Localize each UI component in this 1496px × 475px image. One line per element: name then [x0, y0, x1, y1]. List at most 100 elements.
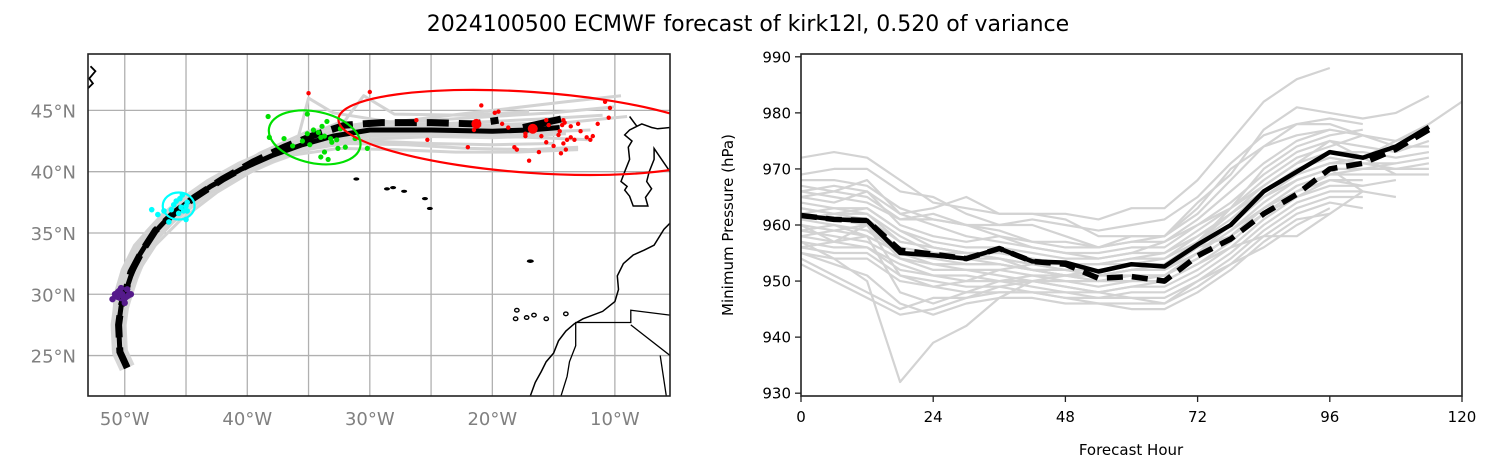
member-position-t48: [319, 123, 325, 129]
country-border: [560, 309, 670, 396]
lon-tick-label: 40°W: [222, 409, 272, 430]
canary-island: [512, 316, 519, 322]
canary-island: [531, 312, 537, 318]
member-position-t48: [321, 149, 328, 155]
pressure-x-ticks: 0 24 48 72 96 120: [796, 396, 1476, 426]
member-position-t72: [572, 137, 577, 143]
lat-tick-label: 45°N: [31, 101, 76, 122]
member-position-t72: [499, 121, 505, 127]
member-position-t48: [334, 137, 340, 143]
ensemble-member-line: [801, 128, 1430, 266]
ensemble-member-line: [801, 139, 1429, 288]
x-tick-label: 120: [1448, 408, 1477, 426]
y-tick-label: 940: [762, 329, 791, 347]
member-position-t24: [155, 211, 161, 218]
member-position-t72: [536, 149, 542, 155]
canary-island: [523, 315, 530, 321]
x-tick-label: 24: [924, 408, 943, 426]
lat-tick-label: 30°N: [31, 285, 76, 306]
member-position-t24: [184, 199, 191, 206]
map-coastlines: [88, 65, 670, 396]
azores-island: [383, 187, 390, 191]
member-position-t72: [526, 158, 532, 163]
deterministic-pressure-line: [801, 124, 1431, 274]
uncertainty-ellipse-0h: [113, 287, 131, 302]
member-position-t72: [551, 143, 556, 149]
member-position-t48: [329, 139, 335, 145]
canary-island: [543, 316, 550, 322]
member-position-t72: [556, 132, 561, 138]
y-tick-label: 950: [762, 273, 791, 291]
member-position-t48: [324, 118, 330, 125]
y-axis-label: Minimum Pressure (hPa): [719, 134, 737, 316]
member-position-t48: [325, 156, 331, 163]
uncertainty-ellipse-24h: [161, 191, 196, 221]
member-position-t24: [170, 201, 177, 208]
map-frame: [87, 53, 671, 397]
member-position-t72: [568, 124, 573, 129]
member-position-t48: [304, 111, 310, 117]
member-position-t48: [364, 145, 370, 151]
ensemble-member-line: [801, 207, 1331, 316]
member-position-t24: [175, 210, 182, 217]
lat-tick-label: 40°N: [31, 163, 76, 184]
ensemble-member-line: [801, 66, 1331, 221]
member-position-t72: [595, 121, 600, 127]
member-position-t72: [562, 120, 567, 125]
member-position-t72: [496, 109, 501, 114]
member-position-t72: [584, 135, 589, 140]
ensemble-member-line: [801, 128, 1330, 238]
y-tick-label: 930: [762, 385, 791, 403]
madeira-island: [526, 259, 534, 263]
member-position-t72: [479, 103, 484, 108]
member-position-t72: [523, 133, 528, 139]
newfoundland-coastline: [88, 65, 97, 89]
member-position-t72: [564, 137, 570, 143]
canary-island: [562, 311, 569, 317]
track-map-panel: 50°W 40°W 30°W 20°W 10°W 25°N 30°N 35°N 40°N 45°…: [31, 53, 671, 430]
azores-island: [421, 197, 428, 201]
iberia-coastline: [620, 116, 670, 207]
member-position-t72: [306, 91, 311, 96]
lon-tick-label: 50°W: [100, 409, 150, 430]
uncertainty-ellipse-48h: [267, 109, 362, 166]
member-position-t48: [299, 138, 306, 144]
canary-island: [513, 307, 520, 313]
member-position-t48: [318, 134, 324, 140]
member-position-t72: [578, 129, 583, 134]
ensemble-track: [113, 132, 566, 344]
member-position-t72: [471, 127, 477, 133]
ensemble-pressure-lines: [801, 66, 1462, 384]
member-position-t72: [506, 125, 511, 130]
figure-title: 2024100500 ECMWF forecast of kirk12l, 0.…: [426, 12, 1070, 37]
member-position-t72: [539, 133, 544, 139]
x-tick-label: 0: [796, 408, 806, 426]
mean-position-72h: [527, 123, 538, 134]
member-positions: [109, 88, 670, 307]
ensemble-member-line: [801, 195, 1363, 299]
member-position-t72: [512, 144, 517, 150]
member-position-t72: [561, 141, 566, 146]
pressure-chart-panel: 0 24 48 72 96 120 930 940 950 960 970 980 990 Forec…: [719, 48, 1476, 459]
x-tick-label: 96: [1320, 408, 1339, 426]
ensemble-mean-track: [115, 116, 500, 370]
x-tick-label: 48: [1056, 408, 1075, 426]
member-position-t72: [557, 129, 562, 134]
ensemble-member-line: [801, 117, 1363, 249]
member-position-t48: [342, 144, 348, 150]
ensemble-member-line: [801, 128, 1363, 277]
member-position-t72: [544, 140, 549, 145]
y-tick-label: 960: [762, 217, 791, 235]
lon-tick-label: 30°W: [345, 409, 395, 430]
ensemble-member-line: [801, 201, 1363, 305]
y-tick-label: 990: [762, 48, 791, 66]
member-position-t48: [307, 142, 313, 148]
ensemble-member-line: [801, 122, 1364, 232]
lon-tick-label: 10°W: [590, 409, 640, 430]
ensemble-member-line: [801, 190, 1364, 311]
y-tick-label: 980: [762, 104, 791, 122]
ensemble-member-line: [801, 212, 1330, 316]
map-lat-tick-labels: 25°N 30°N 35°N 40°N 45°N: [31, 101, 76, 367]
pressure-y-ticks: 930 940 950 960 970 980 990: [762, 48, 801, 403]
